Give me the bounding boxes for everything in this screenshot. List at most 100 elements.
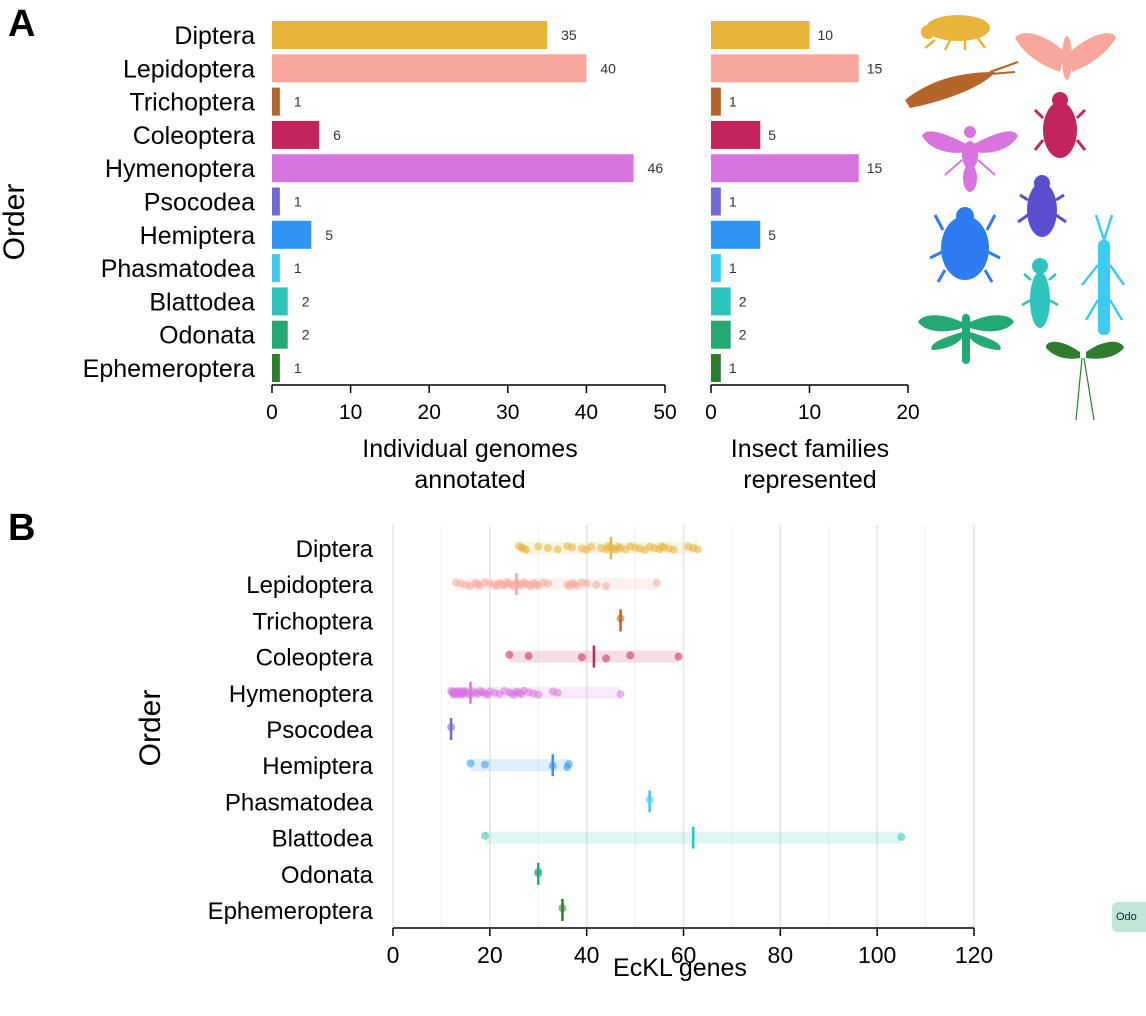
- point-blattodea-0: [480, 831, 489, 840]
- fly-icon: [921, 15, 990, 51]
- category-label-b-lepidoptera: Lepidoptera: [246, 572, 373, 599]
- tick-label-b-80: 80: [768, 942, 794, 968]
- bar-families-odonata: [711, 320, 731, 349]
- corner-tag: Odo: [1112, 902, 1146, 932]
- axis-a-right-xlabel-line2: represented: [743, 466, 876, 494]
- category-label-b-coleoptera: Coleoptera: [256, 645, 374, 672]
- data-label-families-coleoptera: 5: [768, 127, 776, 143]
- caddisfly-icon: [905, 61, 1019, 108]
- tick-label-b-40: 40: [574, 942, 600, 968]
- bar-families-trichoptera: [711, 87, 721, 116]
- data-label-families-psocodea: 1: [729, 194, 737, 210]
- bar-families-diptera: [711, 21, 810, 49]
- tick-label-a-left-20: 20: [418, 401, 441, 424]
- data-label-genomes-ephemeroptera: 1: [294, 360, 302, 376]
- panel-b: B Order Diptera Lepidoptera Trichoptera Col…: [8, 507, 993, 982]
- point-diptera-8: [568, 543, 577, 552]
- chart-b-gridlines: [392, 525, 975, 928]
- axis-b-xlabel: EcKL genes: [613, 954, 747, 982]
- category-label-blattodea: Blattodea: [149, 288, 255, 316]
- bar-families-phasmatodea: [711, 254, 721, 283]
- category-label-b-blattodea: Blattodea: [272, 826, 374, 853]
- point-coleoptera-4: [626, 651, 635, 660]
- point-lepidoptera-37: [592, 580, 601, 589]
- point-blattodea-1: [897, 833, 906, 841]
- category-label-phasmatodea: Phasmatodea: [101, 255, 255, 283]
- data-label-families-hemiptera: 5: [768, 227, 776, 243]
- data-label-genomes-odonata: 2: [302, 327, 310, 343]
- category-label-b-phasmatodea: Phasmatodea: [225, 789, 374, 816]
- category-label-diptera: Diptera: [174, 22, 255, 50]
- panel-a-ylabel: Order: [0, 184, 31, 261]
- category-label-coleoptera: Coleoptera: [133, 122, 255, 150]
- tick-label-a-left-40: 40: [575, 401, 598, 424]
- tick-label-a-left-50: 50: [653, 401, 676, 424]
- point-lepidoptera-38: [602, 582, 611, 590]
- chart-a-left-bars: 35 40 1 6 46 1 5 1 2 2 1: [272, 21, 663, 382]
- point-coleoptera-2: [577, 653, 586, 662]
- moth-icon: [1015, 33, 1116, 80]
- chart-b-series: [447, 537, 906, 921]
- tick-label-b-0: 0: [387, 942, 400, 968]
- mayfly-icon: [1045, 341, 1124, 421]
- point-lepidoptera-29: [543, 579, 552, 588]
- data-label-families-lepidoptera: 15: [867, 60, 883, 76]
- point-coleoptera-1: [524, 652, 533, 660]
- bar-genomes-hymenoptera: [272, 154, 634, 183]
- category-label-trichoptera: Trichoptera: [129, 89, 255, 117]
- bar-families-hymenoptera: [711, 154, 859, 183]
- axis-a-left-xlabel-line2: annotated: [414, 466, 525, 494]
- category-label-b-odonata: Odonata: [281, 862, 374, 889]
- tick-label-a-left-30: 30: [496, 401, 519, 424]
- tick-label-b-20: 20: [477, 942, 503, 968]
- point-coleoptera-0: [505, 650, 514, 659]
- category-label-lepidoptera: Lepidoptera: [123, 55, 255, 83]
- category-label-hemiptera: Hemiptera: [140, 222, 255, 250]
- tick-label-b-100: 100: [858, 942, 896, 968]
- bar-families-psocodea: [711, 187, 721, 216]
- point-diptera-34: [694, 545, 703, 554]
- point-diptera-31: [669, 545, 678, 554]
- range-bar-hemiptera: [470, 759, 569, 772]
- data-label-families-odonata: 2: [739, 327, 747, 343]
- data-label-families-ephemeroptera: 1: [729, 360, 737, 376]
- point-coleoptera-5: [674, 652, 683, 661]
- bar-families-hemiptera: [711, 220, 761, 249]
- panel-a-label: A: [8, 3, 35, 45]
- data-label-families-hymenoptera: 15: [867, 160, 883, 176]
- bar-genomes-coleoptera: [272, 120, 320, 149]
- point-diptera-6: [553, 545, 562, 554]
- insect-silhouettes: [905, 15, 1126, 421]
- data-label-genomes-psocodea: 1: [294, 194, 302, 210]
- bar-genomes-odonata: [272, 320, 288, 349]
- chart-b-category-labels: Diptera Lepidoptera Trichoptera Coleoptera H…: [208, 536, 374, 925]
- dragonfly-icon: [918, 314, 1014, 364]
- shieldbug-icon: [929, 207, 1001, 283]
- bar-genomes-phasmatodea: [272, 254, 280, 283]
- point-diptera-4: [534, 542, 543, 551]
- axis-b-ticks: 0 20 40 60 80 100 120: [387, 928, 993, 968]
- bar-genomes-blattodea: [272, 287, 288, 316]
- tick-label-b-120: 120: [955, 942, 993, 968]
- axis-a-left-ticks: 0 10 20 30 40 50: [266, 385, 677, 424]
- category-label-b-ephemeroptera: Ephemeroptera: [208, 898, 374, 925]
- bar-genomes-diptera: [272, 21, 548, 49]
- category-label-ephemeroptera: Ephemeroptera: [83, 355, 255, 383]
- data-label-genomes-blattodea: 2: [302, 293, 310, 309]
- bar-genomes-trichoptera: [272, 87, 280, 116]
- tick-label-a-right-10: 10: [798, 401, 821, 424]
- bar-genomes-ephemeroptera: [272, 354, 280, 382]
- bar-families-coleoptera: [711, 120, 761, 149]
- data-label-families-trichoptera: 1: [729, 94, 737, 110]
- beetle-icon: [1033, 92, 1087, 158]
- wasp-icon: [922, 126, 1018, 192]
- category-label-b-trichoptera: Trichoptera: [253, 608, 374, 635]
- point-hymenoptera-40: [553, 688, 562, 697]
- axis-a-left-xlabel-line1: Individual genomes: [362, 435, 577, 463]
- bar-genomes-lepidoptera: [272, 54, 587, 83]
- category-label-b-psocodea: Psocodea: [266, 717, 373, 744]
- point-hymenoptera-41: [616, 690, 625, 698]
- data-label-genomes-hymenoptera: 46: [648, 160, 664, 176]
